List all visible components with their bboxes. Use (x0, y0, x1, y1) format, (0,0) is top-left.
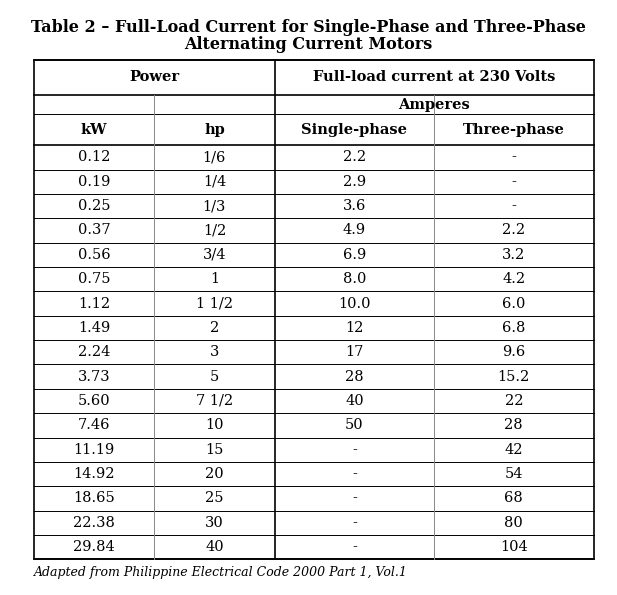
Text: 28: 28 (505, 418, 523, 433)
Text: 40: 40 (205, 540, 224, 554)
Text: 1.49: 1.49 (78, 321, 110, 335)
Text: 5: 5 (210, 369, 219, 384)
Text: 22: 22 (505, 394, 523, 408)
Text: 4.2: 4.2 (502, 272, 525, 286)
Text: 3: 3 (210, 345, 219, 359)
Text: 54: 54 (505, 467, 523, 481)
Text: -: - (352, 516, 357, 530)
Text: 15: 15 (205, 443, 223, 457)
Text: 1 1/2: 1 1/2 (196, 296, 233, 311)
Text: 2.24: 2.24 (78, 345, 110, 359)
Text: -: - (511, 175, 516, 189)
Text: 22.38: 22.38 (73, 516, 115, 530)
Text: -: - (352, 443, 357, 457)
Text: -: - (511, 199, 516, 213)
Text: 14.92: 14.92 (73, 467, 115, 481)
Text: 11.19: 11.19 (73, 443, 115, 457)
Text: -: - (511, 151, 516, 164)
Text: 9.6: 9.6 (502, 345, 526, 359)
Text: 1/4: 1/4 (203, 175, 226, 189)
Text: 50: 50 (345, 418, 363, 433)
Text: 29.84: 29.84 (73, 540, 115, 554)
Text: 5.60: 5.60 (78, 394, 110, 408)
Text: kW: kW (81, 123, 107, 137)
Text: Alternating Current Motors: Alternating Current Motors (184, 36, 433, 53)
Text: 104: 104 (500, 540, 528, 554)
Text: 0.56: 0.56 (78, 248, 110, 262)
Text: 1/3: 1/3 (203, 199, 226, 213)
Text: 20: 20 (205, 467, 224, 481)
Text: 2.2: 2.2 (502, 224, 525, 237)
Text: 3/4: 3/4 (202, 248, 226, 262)
Text: 10: 10 (205, 418, 223, 433)
Text: 2.9: 2.9 (343, 175, 366, 189)
Text: 1: 1 (210, 272, 219, 286)
Text: 18.65: 18.65 (73, 491, 115, 505)
Text: 3.73: 3.73 (78, 369, 110, 384)
Text: 6.8: 6.8 (502, 321, 526, 335)
Text: 6.9: 6.9 (342, 248, 366, 262)
Text: 30: 30 (205, 516, 224, 530)
Text: 0.19: 0.19 (78, 175, 110, 189)
Text: 25: 25 (205, 491, 223, 505)
Text: 3.2: 3.2 (502, 248, 526, 262)
Text: hp: hp (204, 123, 225, 137)
Text: 0.37: 0.37 (78, 224, 110, 237)
Text: 80: 80 (505, 516, 523, 530)
Text: 7 1/2: 7 1/2 (196, 394, 233, 408)
Text: 2.2: 2.2 (343, 151, 366, 164)
Text: 40: 40 (345, 394, 363, 408)
Text: Three-phase: Three-phase (463, 123, 565, 137)
Text: 8.0: 8.0 (342, 272, 366, 286)
Text: 1/2: 1/2 (203, 224, 226, 237)
Text: Adapted from Philippine Electrical Code 2000 Part 1, Vol.1: Adapted from Philippine Electrical Code … (34, 566, 408, 580)
Text: Table 2 – Full-Load Current for Single-Phase and Three-Phase: Table 2 – Full-Load Current for Single-P… (31, 19, 586, 36)
Text: -: - (352, 540, 357, 554)
Text: 1/6: 1/6 (203, 151, 226, 164)
Text: 68: 68 (505, 491, 523, 505)
Text: 42: 42 (505, 443, 523, 457)
Text: 0.25: 0.25 (78, 199, 110, 213)
Text: 17: 17 (345, 345, 363, 359)
Text: 0.12: 0.12 (78, 151, 110, 164)
Text: -: - (352, 467, 357, 481)
Text: 10.0: 10.0 (338, 296, 371, 311)
Text: 3.6: 3.6 (342, 199, 366, 213)
Text: 1.12: 1.12 (78, 296, 110, 311)
Text: 7.46: 7.46 (78, 418, 110, 433)
Text: -: - (352, 491, 357, 505)
Text: Amperes: Amperes (398, 98, 470, 112)
Text: 15.2: 15.2 (498, 369, 530, 384)
Text: 2: 2 (210, 321, 219, 335)
Text: Full-load current at 230 Volts: Full-load current at 230 Volts (313, 70, 555, 84)
Text: 4.9: 4.9 (343, 224, 366, 237)
Text: 28: 28 (345, 369, 363, 384)
Text: 0.75: 0.75 (78, 272, 110, 286)
Text: 6.0: 6.0 (502, 296, 526, 311)
Text: Power: Power (129, 70, 180, 84)
Text: Single-phase: Single-phase (301, 123, 407, 137)
Text: 12: 12 (345, 321, 363, 335)
